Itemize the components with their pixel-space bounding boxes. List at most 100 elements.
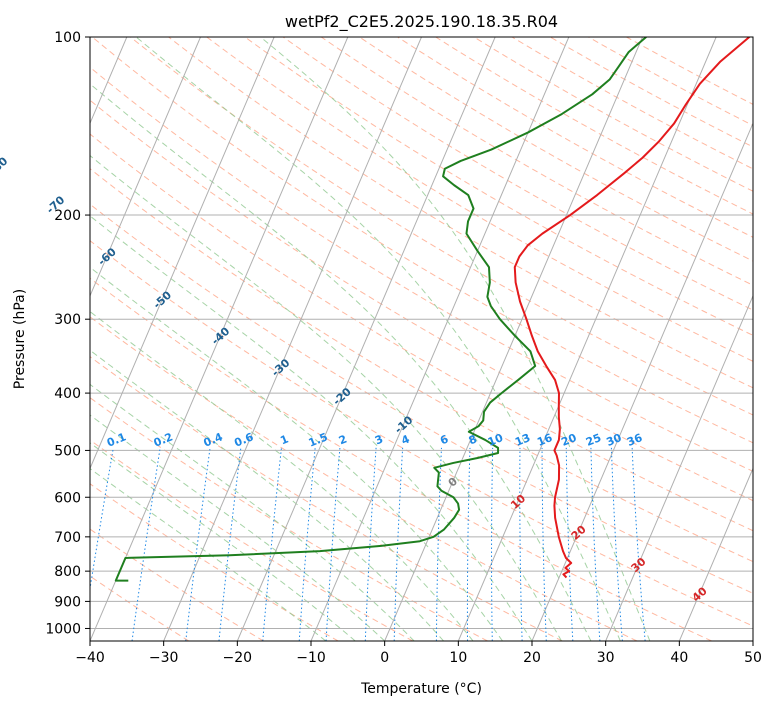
mixing-ratio-line [435,447,442,641]
isotherm-label: -40 [209,324,233,347]
isotherm-line [678,467,753,641]
mixing-ratio-line [393,447,404,641]
dry-adiabat-line [168,37,753,389]
x-tick-label: 20 [523,650,541,666]
y-tick-label: 800 [54,564,81,580]
isotherm-label: 20 [569,523,589,543]
dry-adiabat-line [90,356,563,641]
moist-adiabat-line [90,310,474,641]
isotherm-label: 0 [446,475,461,490]
moist-adiabat-line [90,383,415,641]
dry-adiabat-line [91,37,753,444]
mixing-ratio-line [610,447,623,641]
dry-adiabat-line [90,133,753,532]
isotherm-line [752,639,753,641]
dry-adiabat-line [359,37,753,262]
mixing-ratio-line [565,447,574,641]
x-tick-label: −30 [149,650,179,666]
mixing-ratio-line [364,447,377,641]
dry-adiabat-line [549,37,753,148]
mixing-ratio-line [541,447,547,641]
isotherm-label: -30 [269,356,293,379]
mixing-ratio-line [325,447,341,641]
mixing-ratio-line [491,447,494,641]
dry-adiabat-line [90,483,339,641]
mixing-ratio-label: 20 [559,431,578,449]
dry-adiabat-line [511,37,753,170]
isotherm-line [384,37,643,641]
dry-adiabat-line [90,528,264,641]
moist-adiabat-line [135,37,621,641]
isotherm-label: 10 [508,492,528,512]
isotherm-line [90,37,275,470]
y-tick-label: 400 [54,386,81,402]
y-tick-label: 500 [54,443,81,459]
mixing-ratio-line [590,447,601,641]
y-tick-label: 700 [54,530,81,546]
dry-adiabat-line [90,439,414,641]
isotherm-line [90,37,349,641]
dry-adiabat-line [206,37,753,362]
moist-adiabat-line [90,266,503,641]
dry-adiabat-line [90,277,712,641]
mixing-ratio-label: 1 [278,433,290,448]
moist-adiabat-line [90,215,533,641]
moist-adiabat-line [90,442,356,641]
x-tick-label: −40 [75,650,105,666]
moist-adiabat-line [260,37,651,641]
y-tick-label: 100 [54,30,81,46]
x-tick-label: 0 [380,650,389,666]
mixing-ratio-line [466,447,471,641]
mixing-ratio-label: 36 [625,431,644,449]
dry-adiabat-line [588,37,753,127]
y-axis-label: Pressure (hPa) [12,289,28,389]
mixing-ratio-label: 16 [535,431,554,449]
dry-adiabat-line [90,575,190,641]
isotherm-line [90,37,201,298]
isotherm-label: -50 [151,288,175,311]
x-tick-label: 40 [670,650,688,666]
y-tick-label: 300 [54,312,81,328]
mixing-ratio-line [218,447,242,641]
moist-adiabat-line [90,349,444,641]
dry-adiabat-line [90,99,753,502]
dry-adiabat-line [282,37,753,311]
isotherm-line [310,37,570,641]
dry-adiabat-line [90,203,753,594]
isotherm-label: -80 [0,154,11,177]
y-tick-label: 900 [54,594,81,610]
x-tick-label: 10 [449,650,467,666]
moist-adiabat-line [90,467,327,641]
chart-title: wetPf2_C2E5.2025.190.18.35.R04 [285,12,558,32]
x-tick-label: −20 [223,650,253,666]
mixing-ratio-label: 13 [513,431,532,449]
mixing-ratio-label: 6 [438,432,450,447]
mixing-ratio-label: 0.2 [152,430,175,449]
mixing-ratio-label: 25 [584,431,603,449]
mixing-ratio-label: 30 [604,431,623,449]
dry-adiabat-line [90,397,488,641]
isotherm-label: 30 [629,555,649,575]
x-tick-label: 50 [744,650,762,666]
y-tick-label: 600 [54,490,81,506]
y-tick-label: 1000 [45,621,81,637]
isotherm-label: -20 [330,385,354,408]
mixing-ratio-line [90,447,114,592]
mixing-ratio-line [185,447,211,641]
moist-adiabat-line [90,414,386,641]
y-tick-label: 200 [54,208,81,224]
temperature-profile-line [513,37,750,579]
mixing-ratio-label: 3 [373,433,385,448]
x-axis-label: Temperature (°C) [360,681,482,697]
dry-adiabat-line [130,37,753,416]
isotherm-line [163,37,422,641]
dry-adiabat-line [90,240,753,627]
dewpoint-profile-line [114,37,647,582]
moist-adiabat-line [90,154,562,641]
x-tick-label: −10 [296,650,326,666]
isotherm-line [605,294,753,641]
mixing-ratio-label: 10 [486,431,505,449]
isotherm-line [531,122,753,641]
x-tick-label: 30 [597,650,615,666]
